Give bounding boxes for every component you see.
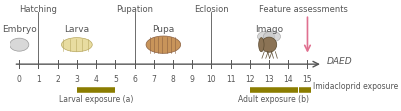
Text: 10: 10 [207,75,216,84]
Text: Pupation: Pupation [116,5,153,14]
Text: Larval exposure (a): Larval exposure (a) [59,95,133,104]
Ellipse shape [257,31,275,42]
Text: 2: 2 [55,75,60,84]
Ellipse shape [259,38,264,52]
Text: 9: 9 [190,75,194,84]
Ellipse shape [10,38,29,51]
Text: Feature assessments: Feature assessments [259,5,348,14]
Text: 4: 4 [94,75,99,84]
Ellipse shape [146,36,180,53]
Text: 14: 14 [284,75,293,84]
Text: Larva: Larva [64,25,89,34]
Text: Imago: Imago [255,25,283,34]
Ellipse shape [61,38,92,52]
Text: 7: 7 [151,75,156,84]
Ellipse shape [263,31,281,42]
Text: 1: 1 [36,75,41,84]
Text: Embryo: Embryo [2,25,36,34]
Text: 12: 12 [245,75,255,84]
Ellipse shape [261,37,277,52]
Text: 11: 11 [226,75,235,84]
Text: Eclosion: Eclosion [194,5,229,14]
Text: DAED: DAED [327,57,352,66]
Text: Hatching: Hatching [20,5,57,14]
Text: 15: 15 [303,75,312,84]
Text: 13: 13 [264,75,274,84]
Text: Pupa: Pupa [152,25,174,34]
Text: 3: 3 [75,75,79,84]
Text: 8: 8 [170,75,175,84]
Text: 5: 5 [113,75,118,84]
Text: 0: 0 [17,75,22,84]
Text: Adult exposure (b): Adult exposure (b) [238,95,309,104]
Text: 6: 6 [132,75,137,84]
Text: Imidacloprid exposure: Imidacloprid exposure [313,82,399,91]
